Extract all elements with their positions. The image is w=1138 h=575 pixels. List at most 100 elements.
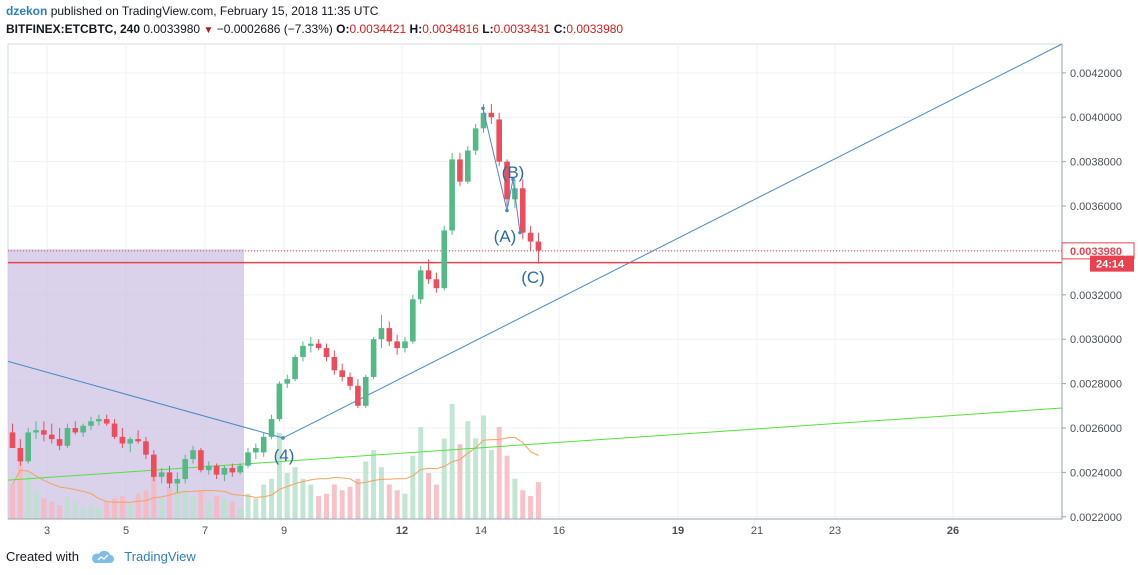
candle-body — [151, 454, 157, 477]
candle-body — [119, 436, 126, 444]
volume-bar — [363, 461, 369, 519]
date-tick-label: 3 — [44, 525, 50, 537]
candle-body — [480, 112, 487, 129]
volume-bar — [339, 490, 345, 519]
volume-bar — [96, 507, 102, 519]
volume-bar — [316, 496, 322, 519]
volume-bar — [481, 415, 486, 519]
date-tick-label: 26 — [947, 525, 959, 537]
candle-body — [237, 465, 243, 473]
candle-body — [425, 270, 432, 280]
candle-body — [449, 159, 455, 231]
candle-body — [48, 434, 55, 440]
candle-body — [135, 439, 141, 442]
volume-bar — [433, 484, 439, 519]
candle-body — [410, 299, 416, 342]
candle-body — [433, 279, 440, 289]
volume-bar — [119, 496, 125, 519]
volume-bar — [394, 490, 400, 519]
close-value: 0.0033980 — [566, 22, 624, 36]
candle-body — [284, 379, 291, 384]
price-tick-label: 0.0022000 — [1070, 512, 1122, 524]
volume-bar — [151, 473, 157, 519]
candle-body — [127, 439, 134, 444]
candle-body — [80, 425, 86, 433]
price-tick-label: 0.0040000 — [1070, 112, 1122, 124]
candle-body — [519, 188, 526, 233]
volume-bar — [159, 498, 165, 519]
last-price: 0.0033980 — [143, 22, 201, 36]
volume-bar — [520, 490, 526, 519]
chart-axes: 0.0022000 0.0024000 0.0026000 0.0028000 0.00… — [8, 44, 1135, 537]
volume-bar — [457, 444, 463, 519]
candle-body — [17, 447, 24, 462]
date-tick-label: 19 — [672, 525, 684, 537]
candle-body — [308, 343, 314, 346]
abc-wave-path — [482, 108, 521, 233]
candle-body — [362, 376, 369, 406]
shaded-range-box — [8, 249, 244, 519]
tradingview-cloud-icon — [91, 550, 114, 563]
publish-info: dzekon published on TradingView.com, Feb… — [6, 4, 378, 18]
volume-bar — [535, 482, 541, 519]
price-tick-label: 0.0032000 — [1070, 290, 1122, 302]
candle-body — [56, 439, 63, 446]
candle-body — [174, 479, 181, 484]
price-change: −0.0002686 (−7.33%) — [216, 22, 333, 36]
volume-bar — [410, 455, 416, 519]
candle-body — [268, 419, 275, 437]
candle-body — [496, 119, 502, 162]
volume-bar — [80, 507, 86, 519]
volume-bar — [347, 486, 353, 519]
wave-label: (A) — [494, 227, 517, 246]
volume-bar — [426, 473, 432, 519]
wave-label: (B) — [502, 163, 525, 182]
close-label: C: — [553, 22, 567, 36]
wave-annotations: (4) (A) (B) (C) — [274, 106, 545, 465]
candle-body — [143, 441, 149, 455]
candle-body — [323, 348, 330, 357]
candle-body — [158, 472, 165, 477]
author-name[interactable]: dzekon — [6, 4, 48, 18]
countdown-badge — [1090, 255, 1134, 272]
low-label: L: — [482, 22, 494, 36]
candle-body — [402, 341, 408, 349]
volume-bar — [33, 490, 39, 519]
volume-bar — [104, 501, 110, 519]
volume-bar — [418, 427, 424, 519]
volume-bar — [308, 484, 314, 519]
price-tick-label: 0.0030000 — [1070, 334, 1122, 346]
candle-body — [292, 356, 298, 380]
volume-bar — [245, 493, 251, 519]
last-price-badge-text: 0.0033980 — [1070, 246, 1122, 258]
high-value: 0.0034816 — [422, 22, 479, 36]
uptrend-line — [282, 43, 1063, 439]
published-text: published on TradingView.com, February 1… — [50, 4, 379, 18]
candle-body — [25, 432, 31, 462]
candle-body — [457, 159, 463, 182]
volume-bar — [441, 438, 447, 519]
candle-body — [41, 430, 47, 435]
date-tick-label: 9 — [281, 525, 287, 537]
volume-bar — [112, 498, 118, 519]
candle-body — [276, 383, 283, 420]
candle-body — [64, 427, 71, 446]
volume-bar — [127, 505, 133, 519]
volume-bar — [269, 478, 275, 519]
candle-body — [378, 328, 385, 340]
price-tick-label: 0.0026000 — [1070, 423, 1122, 435]
volume-bar — [284, 473, 290, 519]
candle-body — [355, 385, 361, 406]
candle-body — [221, 467, 228, 475]
volume-bar — [25, 473, 31, 519]
volume-bar — [528, 496, 534, 519]
tradingview-link[interactable]: TradingView — [124, 549, 196, 564]
high-label: H: — [409, 22, 423, 36]
candle-body — [166, 472, 173, 484]
date-tick-label: 14 — [475, 525, 487, 537]
wave-point — [481, 106, 485, 111]
volume-bar — [221, 498, 227, 519]
volume-bar — [402, 493, 408, 519]
volume-bar — [174, 484, 180, 519]
